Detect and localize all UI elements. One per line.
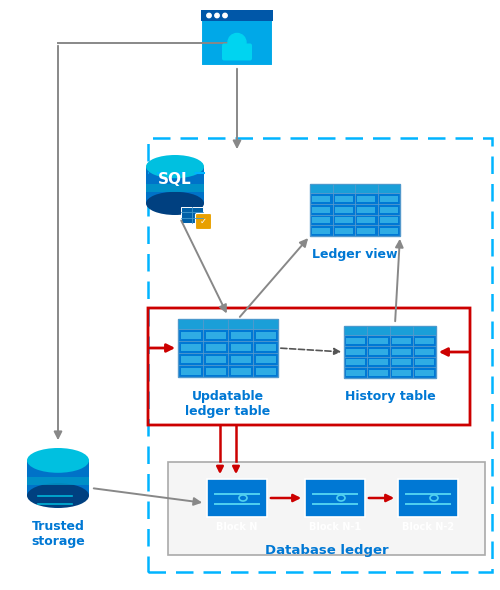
Bar <box>206 368 226 375</box>
Bar <box>392 349 410 355</box>
Circle shape <box>223 14 227 18</box>
Bar <box>312 217 330 223</box>
Bar <box>230 368 250 375</box>
Bar <box>146 184 204 192</box>
Ellipse shape <box>27 483 89 508</box>
Bar <box>346 370 364 376</box>
Text: ✓: ✓ <box>200 217 206 225</box>
Bar <box>392 370 410 376</box>
Bar <box>357 206 375 212</box>
Bar <box>206 356 226 363</box>
Bar <box>416 349 434 355</box>
Bar <box>416 338 434 344</box>
Bar <box>230 345 250 351</box>
Bar <box>181 207 203 223</box>
Text: Block N-1: Block N-1 <box>309 522 361 532</box>
Bar <box>346 349 364 355</box>
Ellipse shape <box>27 448 89 473</box>
Bar <box>335 206 353 212</box>
Bar <box>230 356 250 363</box>
Circle shape <box>207 14 211 18</box>
Bar <box>357 196 375 202</box>
FancyBboxPatch shape <box>168 462 485 555</box>
Bar <box>178 319 278 329</box>
Bar <box>310 184 400 194</box>
Bar <box>312 228 330 234</box>
Bar <box>180 356 201 363</box>
Bar <box>230 332 250 339</box>
Bar <box>256 345 276 351</box>
Bar <box>312 196 330 202</box>
Bar <box>392 338 410 344</box>
Bar <box>416 359 434 365</box>
Bar <box>398 479 458 517</box>
Bar <box>346 359 364 365</box>
Bar <box>27 460 89 496</box>
Bar <box>180 345 201 351</box>
Ellipse shape <box>146 192 204 215</box>
Bar <box>256 332 276 339</box>
Text: Trusted
storage: Trusted storage <box>31 520 85 548</box>
Bar <box>380 196 398 202</box>
Bar <box>380 217 398 223</box>
Text: Updatable
ledger table: Updatable ledger table <box>186 390 270 418</box>
Bar <box>370 349 388 355</box>
Text: Block N: Block N <box>216 522 258 532</box>
Bar <box>180 368 201 375</box>
Bar <box>416 370 434 376</box>
Bar <box>201 10 273 66</box>
Text: Block N-2: Block N-2 <box>402 522 454 532</box>
Text: Database ledger: Database ledger <box>264 544 388 557</box>
Bar <box>27 477 89 485</box>
Text: History table: History table <box>344 390 436 403</box>
Bar <box>370 370 388 376</box>
Bar <box>146 166 204 204</box>
Bar <box>380 228 398 234</box>
Bar <box>256 356 276 363</box>
FancyBboxPatch shape <box>196 214 212 230</box>
Bar <box>335 228 353 234</box>
Bar <box>207 479 267 517</box>
Bar <box>392 359 410 365</box>
Text: Ledger view: Ledger view <box>312 248 398 261</box>
Text: SQL: SQL <box>158 172 192 188</box>
Circle shape <box>215 14 219 18</box>
Bar <box>380 206 398 212</box>
Bar <box>206 345 226 351</box>
Bar <box>335 217 353 223</box>
Bar <box>178 319 278 377</box>
Bar <box>312 206 330 212</box>
Bar <box>335 196 353 202</box>
Bar <box>206 332 226 339</box>
Bar <box>256 368 276 375</box>
Ellipse shape <box>146 155 204 178</box>
Circle shape <box>228 34 246 51</box>
Bar <box>357 217 375 223</box>
Bar <box>344 326 436 378</box>
Bar <box>201 10 273 21</box>
Bar <box>346 338 364 344</box>
FancyBboxPatch shape <box>222 44 252 61</box>
Bar <box>370 338 388 344</box>
Bar <box>344 326 436 335</box>
Bar <box>357 228 375 234</box>
Bar <box>370 359 388 365</box>
Bar <box>180 332 201 339</box>
Bar <box>310 184 400 236</box>
Bar <box>305 479 365 517</box>
